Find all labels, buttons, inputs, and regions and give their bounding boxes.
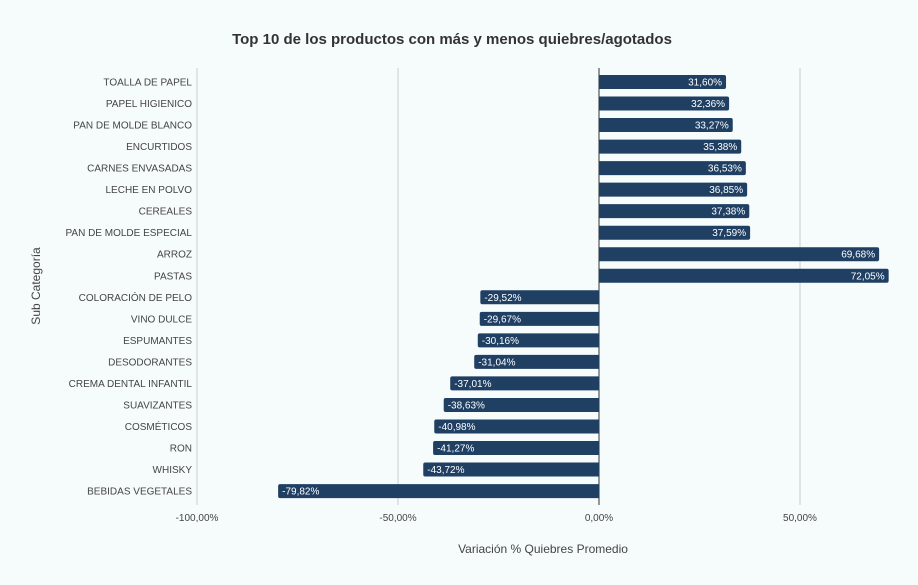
category-label: ARROZ	[157, 250, 192, 261]
category-label: WHISKY	[153, 465, 193, 476]
bar[interactable]	[599, 225, 751, 240]
category-label: CREMA DENTAL INFANTIL	[69, 379, 193, 390]
bar[interactable]	[477, 333, 599, 348]
data-label: -31,04%	[478, 357, 515, 368]
bar[interactable]	[479, 311, 599, 326]
category-label: RON	[170, 444, 192, 455]
bar[interactable]	[599, 96, 730, 111]
bar[interactable]	[450, 376, 599, 391]
category-label: COLORACIÓN DE PELO	[79, 291, 193, 304]
bar[interactable]	[278, 484, 599, 499]
bar[interactable]	[599, 118, 733, 133]
x-axis-label: Variación % Quiebres Promedio	[458, 542, 628, 556]
data-label: -40,98%	[438, 422, 475, 433]
y-axis-label: Sub Categoría	[29, 247, 43, 325]
bar[interactable]	[423, 462, 599, 477]
bar[interactable]	[599, 139, 742, 154]
data-label: 72,05%	[851, 271, 885, 282]
x-tick-label: 50,00%	[783, 513, 817, 524]
category-label: PAPEL HIGIENICO	[106, 99, 192, 110]
data-label: -30,16%	[482, 336, 519, 347]
data-label: 31,60%	[688, 78, 722, 89]
data-label: -38,63%	[448, 400, 485, 411]
category-label: ENCURTIDOS	[126, 142, 192, 153]
bar[interactable]	[599, 161, 746, 176]
bar[interactable]	[480, 290, 599, 305]
data-label: 35,38%	[703, 142, 737, 153]
bar[interactable]	[599, 204, 750, 219]
data-label: -29,67%	[484, 314, 521, 325]
category-label: VINO DULCE	[131, 314, 192, 325]
bar[interactable]	[474, 354, 599, 369]
data-label: 36,53%	[708, 164, 742, 175]
data-label: 37,59%	[712, 228, 746, 239]
chart-title: Top 10 de los productos con más y menos …	[232, 31, 672, 48]
category-label: DESODORANTES	[108, 357, 192, 368]
category-label: LECHE EN POLVO	[105, 185, 192, 196]
category-label: PAN DE MOLDE ESPECIAL	[65, 228, 192, 239]
data-label: -37,01%	[454, 379, 491, 390]
x-tick-label: -100,00%	[176, 513, 219, 524]
category-label: TOALLA DE PAPEL	[103, 78, 192, 89]
category-label: COSMÉTICOS	[125, 420, 193, 433]
data-label: 36,85%	[709, 185, 743, 196]
bar[interactable]	[599, 268, 889, 283]
bar[interactable]	[443, 397, 599, 412]
data-label: 69,68%	[841, 250, 875, 261]
bar[interactable]	[599, 75, 727, 89]
data-label: 32,36%	[691, 99, 725, 110]
category-label: BEBIDAS VEGETALES	[87, 487, 192, 498]
data-label: -41,27%	[437, 444, 474, 455]
data-label: -43,72%	[427, 465, 464, 476]
bar[interactable]	[599, 182, 748, 197]
category-label: CEREALES	[139, 207, 193, 218]
x-tick-label: -50,00%	[379, 513, 416, 524]
bar[interactable]	[599, 247, 880, 262]
category-label: PASTAS	[154, 271, 192, 282]
data-label: -79,82%	[282, 487, 319, 498]
data-label: 33,27%	[695, 121, 729, 132]
category-label: CARNES ENVASADAS	[87, 164, 192, 175]
data-label: 37,38%	[711, 207, 745, 218]
data-label: -29,52%	[484, 293, 521, 304]
category-label: ESPUMANTES	[123, 336, 192, 347]
bar[interactable]	[433, 441, 599, 456]
category-label: PAN DE MOLDE BLANCO	[73, 121, 192, 132]
bar[interactable]	[434, 419, 599, 434]
x-tick-label: 0,00%	[585, 513, 613, 524]
category-label: SUAVIZANTES	[123, 400, 192, 411]
